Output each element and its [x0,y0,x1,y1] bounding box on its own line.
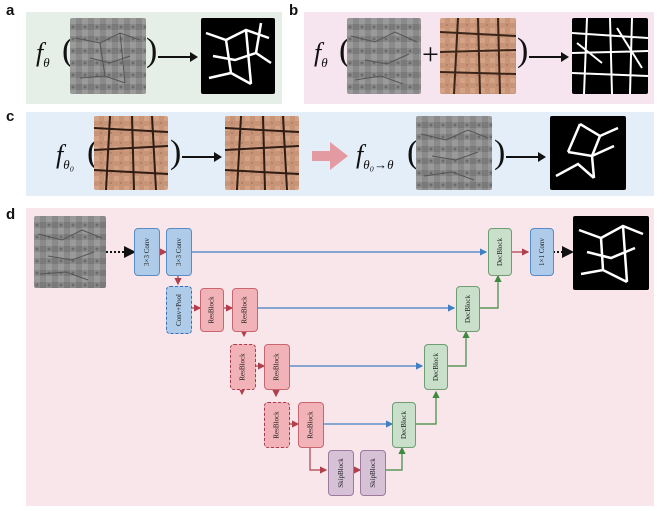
panel-c-transfer-arrow-icon [312,142,348,170]
block-resblock-3b: ResBlock [298,402,324,448]
block-conv3-a: 3×3 Conv [134,228,160,276]
block-conv1: 1×1 Conv [530,228,554,276]
panel-c-brown-crack-image-output [225,116,299,190]
panel-a-open-paren: ( [62,32,74,69]
block-skipblock-2: SkipBlock [360,450,386,496]
panel-c-open-paren-2: ( [407,134,419,171]
panel-c-f-theta0-theta: fθ₀→θ [356,140,394,173]
block-skipblock-1: SkipBlock [328,450,354,496]
panel-c-letter: c [6,108,15,125]
panel-b-binary-mask-image [572,18,648,94]
panel-c-f-theta0: fθ₀ [56,140,75,173]
panel-c-arrow-1-icon [182,152,222,162]
panel-c-close-paren-2: ) [494,134,506,171]
panel-c-arrow-2-icon [506,152,546,162]
panel-b-brown-crack-image [440,18,516,94]
panel-c-brown-crack-image-input [94,116,168,190]
block-resblock-1b: ResBlock [232,288,258,332]
panel-d-output-mask-image [573,216,649,290]
block-decblock-4: DecBlock [488,228,512,276]
panel-c-binary-mask-image [550,116,626,190]
panel-b-plus: + [422,38,439,71]
panel-b-gray-crack-image [347,18,421,94]
panel-b-letter: b [289,2,299,19]
block-conv-pool: Conv+Pool [166,286,192,334]
block-conv3-b: 3×3 Conv [166,228,192,276]
panel-d-letter: d [6,206,16,223]
panel-a-arrow-icon [158,52,198,62]
block-resblock-1a: ResBlock [200,288,224,332]
panel-a-close-paren: ) [146,32,158,69]
block-decblock-1: DecBlock [392,402,416,448]
panel-a-gray-crack-image [70,18,146,94]
panel-a-letter: a [6,2,15,19]
panel-d-input-gray-image [34,216,106,288]
panel-c-open-paren-1: ( [87,134,99,171]
panel-b-open-paren: ( [339,32,351,69]
panel-b-arrow-icon [529,52,569,62]
panel-b-f-theta: fθ [314,38,328,71]
block-decblock-2: DecBlock [424,344,448,390]
block-resblock-2a: ResBlock [230,344,256,390]
block-resblock-2b: ResBlock [264,344,290,390]
block-resblock-3a: ResBlock [264,402,290,448]
panel-a-binary-mask-image [201,18,275,94]
block-decblock-3: DecBlock [456,286,480,332]
panel-a-f-theta: fθ [36,38,50,71]
panel-c-close-paren-1: ) [170,134,182,171]
panel-c-gray-crack-image [416,116,492,190]
panel-b-close-paren: ) [517,32,529,69]
